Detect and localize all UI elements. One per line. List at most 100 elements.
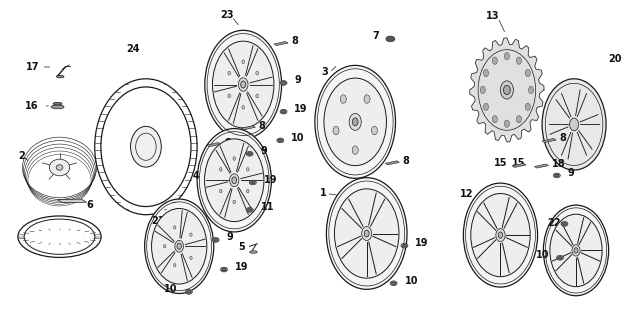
Ellipse shape (131, 126, 161, 167)
Text: 5: 5 (238, 242, 245, 252)
Ellipse shape (463, 183, 538, 287)
Polygon shape (385, 161, 399, 165)
Ellipse shape (529, 86, 534, 93)
Ellipse shape (315, 65, 396, 178)
Ellipse shape (386, 36, 395, 42)
Text: 10: 10 (164, 284, 178, 294)
Ellipse shape (499, 232, 502, 238)
Text: 8: 8 (403, 156, 410, 166)
Polygon shape (58, 199, 86, 203)
Text: 21: 21 (151, 216, 164, 226)
Ellipse shape (349, 113, 361, 130)
Ellipse shape (163, 245, 166, 248)
Text: 24: 24 (127, 44, 140, 55)
Text: 19: 19 (235, 262, 248, 272)
Ellipse shape (280, 80, 287, 85)
Ellipse shape (352, 146, 358, 154)
Text: 3: 3 (321, 67, 328, 77)
Text: 8: 8 (259, 121, 266, 131)
Polygon shape (241, 126, 255, 130)
Ellipse shape (228, 71, 230, 75)
Ellipse shape (282, 110, 285, 113)
Text: 18: 18 (552, 159, 565, 169)
Ellipse shape (280, 109, 287, 114)
Ellipse shape (504, 53, 509, 60)
Text: 12: 12 (460, 189, 473, 199)
Ellipse shape (145, 199, 214, 293)
Ellipse shape (483, 70, 488, 77)
Ellipse shape (214, 239, 218, 241)
Ellipse shape (563, 223, 566, 225)
Ellipse shape (480, 86, 485, 93)
Ellipse shape (241, 81, 246, 88)
Text: 19: 19 (264, 175, 277, 185)
Ellipse shape (390, 281, 397, 286)
Text: 9: 9 (227, 232, 234, 242)
Ellipse shape (56, 75, 64, 78)
Ellipse shape (53, 102, 62, 105)
Ellipse shape (205, 30, 282, 139)
Ellipse shape (282, 82, 285, 84)
Text: 17: 17 (26, 62, 40, 72)
Ellipse shape (212, 41, 274, 128)
Ellipse shape (403, 244, 406, 247)
Ellipse shape (516, 115, 522, 123)
Text: 9: 9 (294, 75, 301, 85)
Ellipse shape (56, 165, 63, 170)
Text: 9: 9 (568, 168, 575, 178)
Text: 15: 15 (494, 158, 508, 168)
Ellipse shape (177, 243, 182, 249)
Ellipse shape (543, 205, 609, 296)
Polygon shape (274, 41, 288, 46)
Text: 16: 16 (25, 101, 38, 111)
Text: 7: 7 (372, 31, 380, 41)
Text: 11: 11 (260, 202, 274, 212)
Polygon shape (534, 164, 548, 168)
Ellipse shape (250, 251, 257, 253)
Ellipse shape (230, 174, 239, 187)
Ellipse shape (326, 178, 407, 289)
Text: 9: 9 (260, 146, 268, 156)
Ellipse shape (173, 263, 176, 267)
Ellipse shape (553, 173, 561, 178)
Ellipse shape (362, 226, 372, 241)
Ellipse shape (483, 103, 488, 110)
Ellipse shape (364, 230, 369, 237)
Polygon shape (207, 143, 221, 147)
Ellipse shape (242, 105, 244, 109)
Text: 8: 8 (224, 137, 231, 148)
Ellipse shape (555, 174, 559, 177)
Ellipse shape (504, 120, 509, 127)
Ellipse shape (570, 118, 579, 131)
Ellipse shape (277, 138, 284, 143)
Ellipse shape (205, 139, 264, 222)
Ellipse shape (51, 105, 64, 109)
Text: 10: 10 (291, 133, 305, 143)
Ellipse shape (256, 71, 259, 75)
Ellipse shape (401, 243, 408, 248)
Ellipse shape (242, 60, 244, 64)
Ellipse shape (572, 245, 580, 256)
Text: 13: 13 (486, 11, 500, 21)
Ellipse shape (246, 151, 253, 156)
Ellipse shape (232, 177, 237, 184)
Ellipse shape (574, 248, 578, 253)
Ellipse shape (186, 290, 192, 294)
Ellipse shape (251, 181, 255, 184)
Ellipse shape (492, 57, 497, 64)
Text: 15: 15 (512, 158, 525, 168)
Text: 1: 1 (320, 188, 327, 198)
Polygon shape (512, 163, 526, 167)
Ellipse shape (49, 159, 70, 176)
Ellipse shape (371, 126, 378, 135)
Ellipse shape (233, 200, 236, 204)
Ellipse shape (256, 94, 259, 98)
Ellipse shape (246, 167, 249, 171)
Ellipse shape (248, 209, 252, 211)
Ellipse shape (340, 95, 346, 103)
Text: 19: 19 (575, 216, 589, 226)
Ellipse shape (220, 189, 222, 193)
Ellipse shape (246, 189, 249, 193)
Ellipse shape (335, 189, 399, 278)
Ellipse shape (557, 255, 564, 260)
